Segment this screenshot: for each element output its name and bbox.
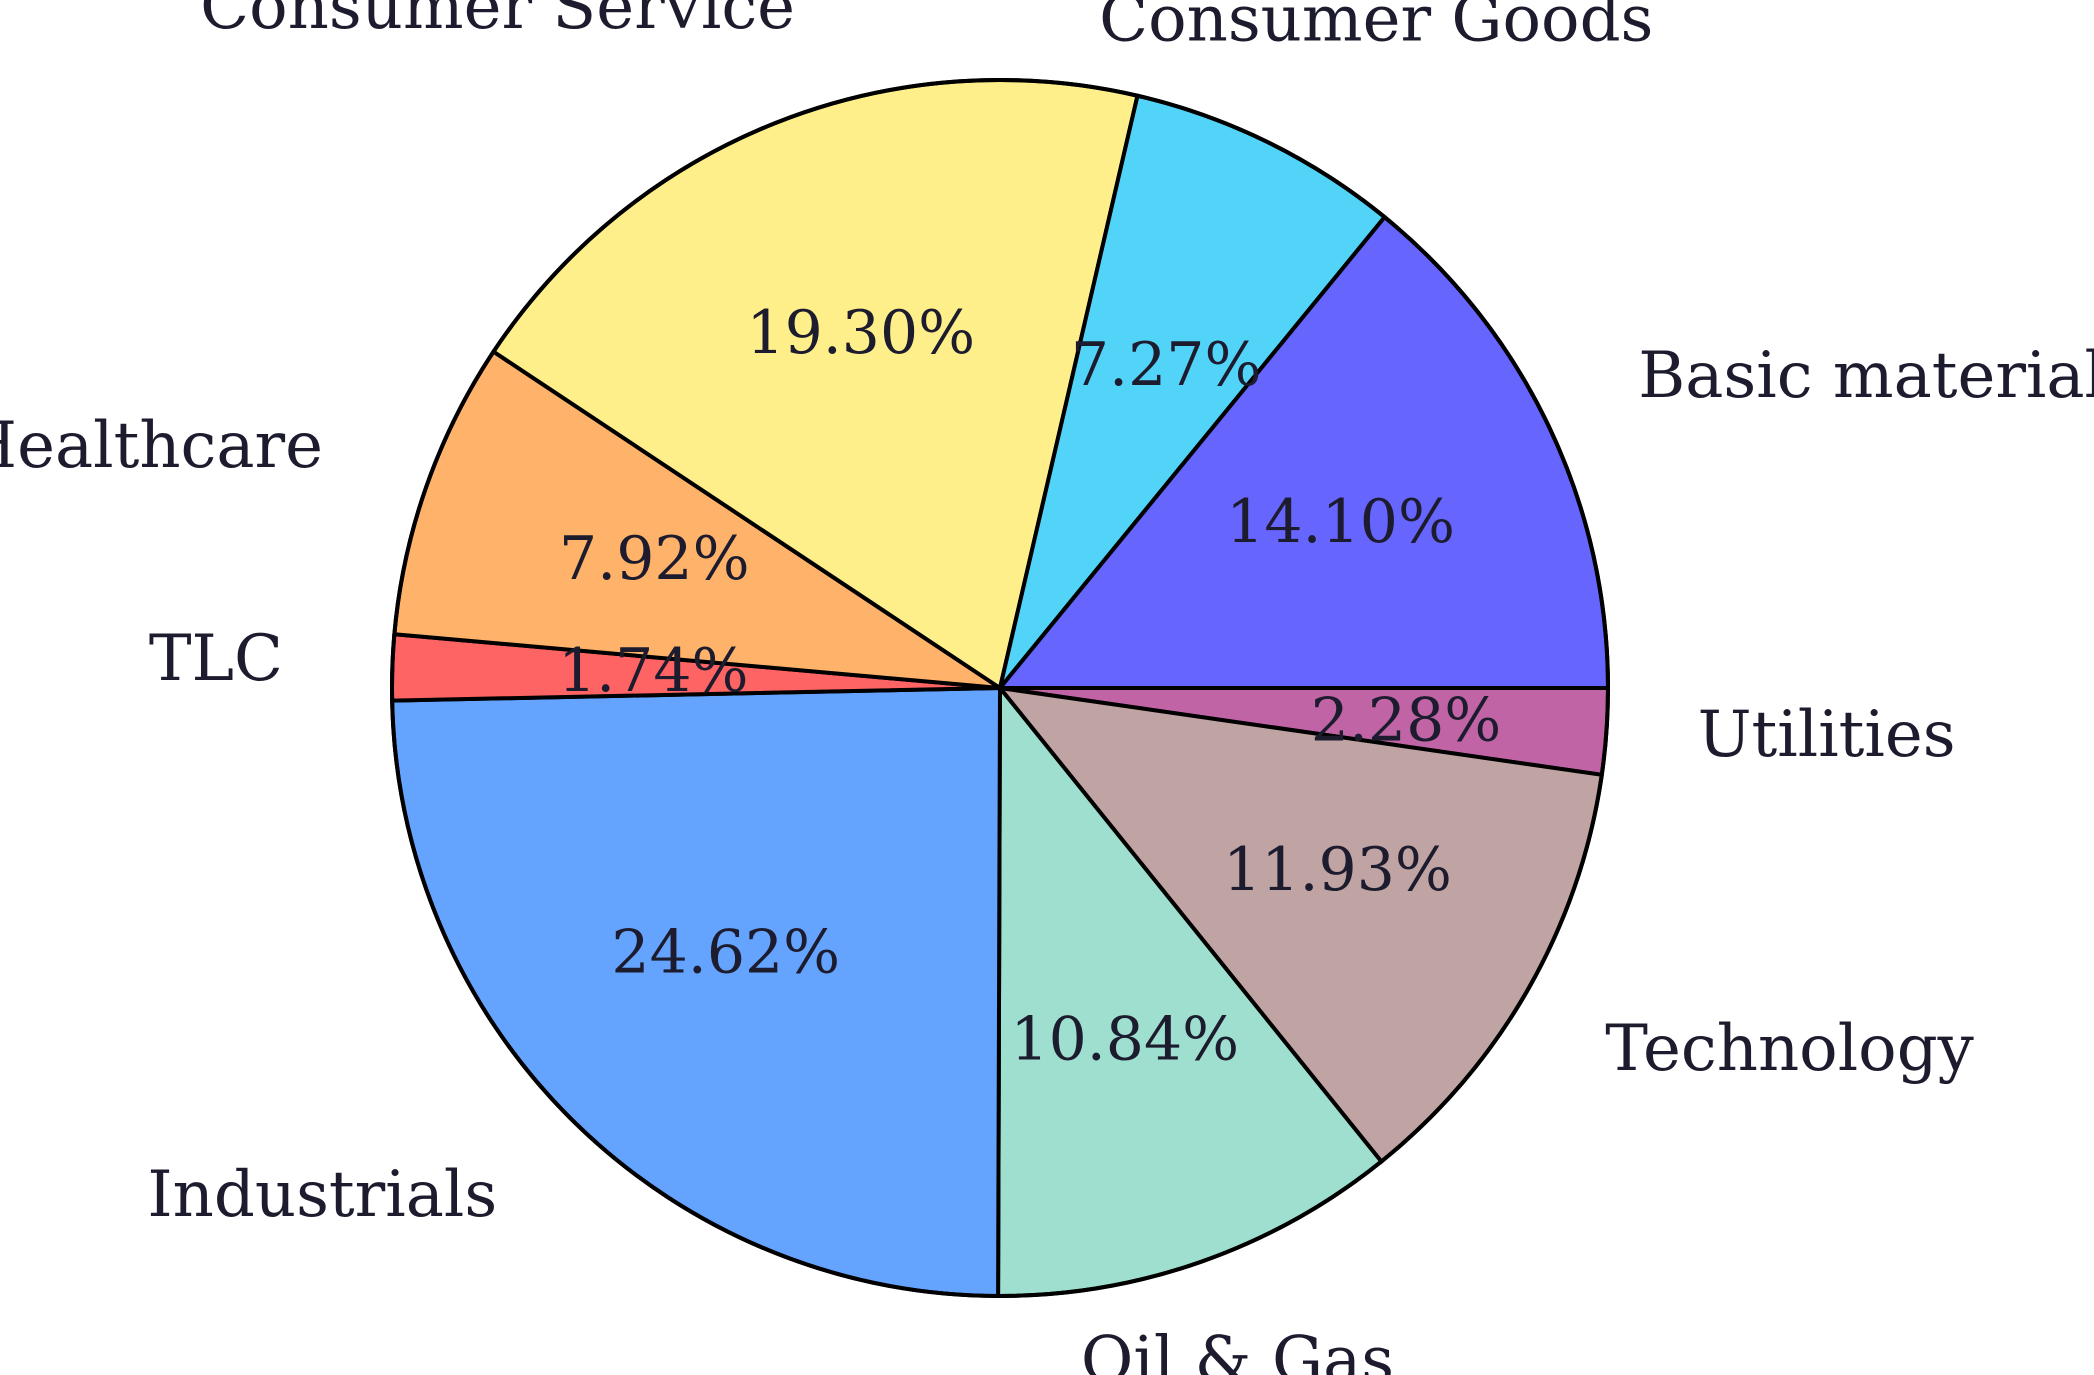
value-label-tlc: 1.74%	[558, 636, 749, 706]
slices-layer	[390, 78, 1611, 1299]
percentage-labels: 2.28% 11.93% 10.84% 24.62% 1.74% 7.92% 19.30% 7…	[558, 298, 1501, 1074]
category-label-tlc: TLC	[149, 622, 283, 696]
value-label-basic-material: 14.10%	[1226, 487, 1455, 557]
category-label-basic-material: Basic material	[1638, 339, 2094, 413]
category-label-oil-and-gas: Oil & Gas	[1081, 1323, 1394, 1375]
value-label-technology: 11.93%	[1223, 835, 1452, 905]
pie-outline	[390, 78, 1610, 1298]
category-label-utilities: Utilities	[1698, 698, 1956, 772]
value-label-utilities: 2.28%	[1311, 686, 1502, 756]
value-label-industrials: 24.62%	[611, 917, 840, 987]
value-label-oil-and-gas: 10.84%	[1010, 1004, 1239, 1074]
category-label-consumer-goods: Consumer Goods	[1099, 0, 1653, 57]
category-label-consumer-service: Consumer Service	[200, 0, 795, 44]
category-label-healthcare: Healthcare	[0, 409, 323, 483]
value-label-healthcare: 7.92%	[559, 524, 750, 594]
value-label-consumer-goods: 7.27%	[1071, 330, 1262, 400]
category-label-technology: Technology	[1605, 1012, 1974, 1086]
value-label-consumer-service: 19.30%	[746, 298, 975, 368]
category-label-industrials: Industrials	[147, 1158, 497, 1232]
